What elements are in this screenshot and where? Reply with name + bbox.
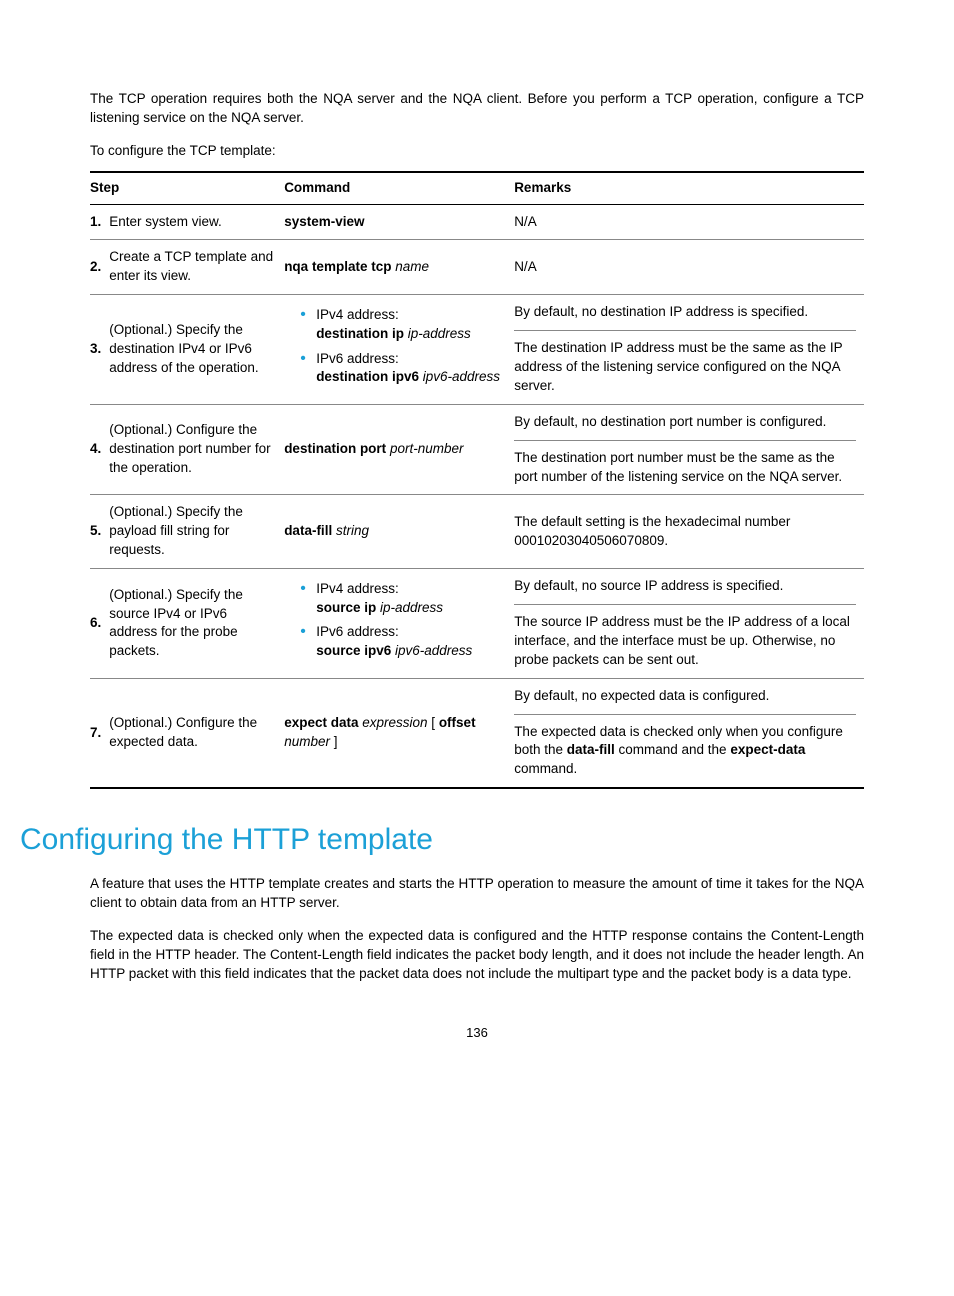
step-remarks: By default, no source IP address is spec… bbox=[514, 569, 864, 679]
step-number: 6. bbox=[90, 569, 109, 679]
step-number: 7. bbox=[90, 678, 109, 788]
command-list-item: IPv6 address: source ipv6 ipv6-address bbox=[300, 623, 506, 661]
step-description: (Optional.) Configure the expected data. bbox=[109, 678, 284, 788]
step-remarks: N/A bbox=[514, 240, 864, 295]
step-command: IPv4 address: source ip ip-address IPv6 … bbox=[284, 569, 514, 679]
table-row: 2. Create a TCP template and enter its v… bbox=[90, 240, 864, 295]
step-description: (Optional.) Specify the source IPv4 or I… bbox=[109, 569, 284, 679]
step-number: 3. bbox=[90, 295, 109, 405]
step-remarks: N/A bbox=[514, 204, 864, 240]
step-remarks: By default, no expected data is configur… bbox=[514, 678, 864, 788]
step-command: system-view bbox=[284, 204, 514, 240]
table-row: 1. Enter system view. system-view N/A bbox=[90, 204, 864, 240]
step-remarks: By default, no destination port number i… bbox=[514, 404, 864, 495]
step-number: 1. bbox=[90, 204, 109, 240]
step-number: 4. bbox=[90, 404, 109, 495]
table-row: 7. (Optional.) Configure the expected da… bbox=[90, 678, 864, 788]
step-command: data-fill string bbox=[284, 495, 514, 569]
table-row: 3. (Optional.) Specify the destination I… bbox=[90, 295, 864, 405]
section-heading: Configuring the HTTP template bbox=[20, 819, 864, 861]
body-paragraph-2: The expected data is checked only when t… bbox=[90, 927, 864, 984]
body-paragraph-1: A feature that uses the HTTP template cr… bbox=[90, 875, 864, 913]
step-description: (Optional.) Configure the destination po… bbox=[109, 404, 284, 495]
step-description: Enter system view. bbox=[109, 204, 284, 240]
page-number: 136 bbox=[90, 1024, 864, 1042]
step-description: (Optional.) Specify the destination IPv4… bbox=[109, 295, 284, 405]
step-command: destination port port-number bbox=[284, 404, 514, 495]
command-list-item: IPv4 address: source ip ip-address bbox=[300, 580, 506, 618]
command-list-item: IPv6 address: destination ipv6 ipv6-addr… bbox=[300, 350, 506, 388]
table-row: 6. (Optional.) Specify the source IPv4 o… bbox=[90, 569, 864, 679]
col-header-command: Command bbox=[284, 172, 514, 204]
step-number: 5. bbox=[90, 495, 109, 569]
command-list-item: IPv4 address: destination ip ip-address bbox=[300, 306, 506, 344]
table-row: 4. (Optional.) Configure the destination… bbox=[90, 404, 864, 495]
table-row: 5. (Optional.) Specify the payload fill … bbox=[90, 495, 864, 569]
col-header-remarks: Remarks bbox=[514, 172, 864, 204]
step-remarks: By default, no destination IP address is… bbox=[514, 295, 864, 405]
config-steps-table: Step Command Remarks 1. Enter system vie… bbox=[90, 171, 864, 790]
intro-paragraph-1: The TCP operation requires both the NQA … bbox=[90, 90, 864, 128]
step-command: IPv4 address: destination ip ip-address … bbox=[284, 295, 514, 405]
intro-paragraph-2: To configure the TCP template: bbox=[90, 142, 864, 161]
col-header-step: Step bbox=[90, 172, 284, 204]
step-number: 2. bbox=[90, 240, 109, 295]
step-command: expect data expression [ offset number ] bbox=[284, 678, 514, 788]
step-command: nqa template tcp name bbox=[284, 240, 514, 295]
step-description: (Optional.) Specify the payload fill str… bbox=[109, 495, 284, 569]
step-description: Create a TCP template and enter its view… bbox=[109, 240, 284, 295]
step-remarks: The default setting is the hexadecimal n… bbox=[514, 495, 864, 569]
